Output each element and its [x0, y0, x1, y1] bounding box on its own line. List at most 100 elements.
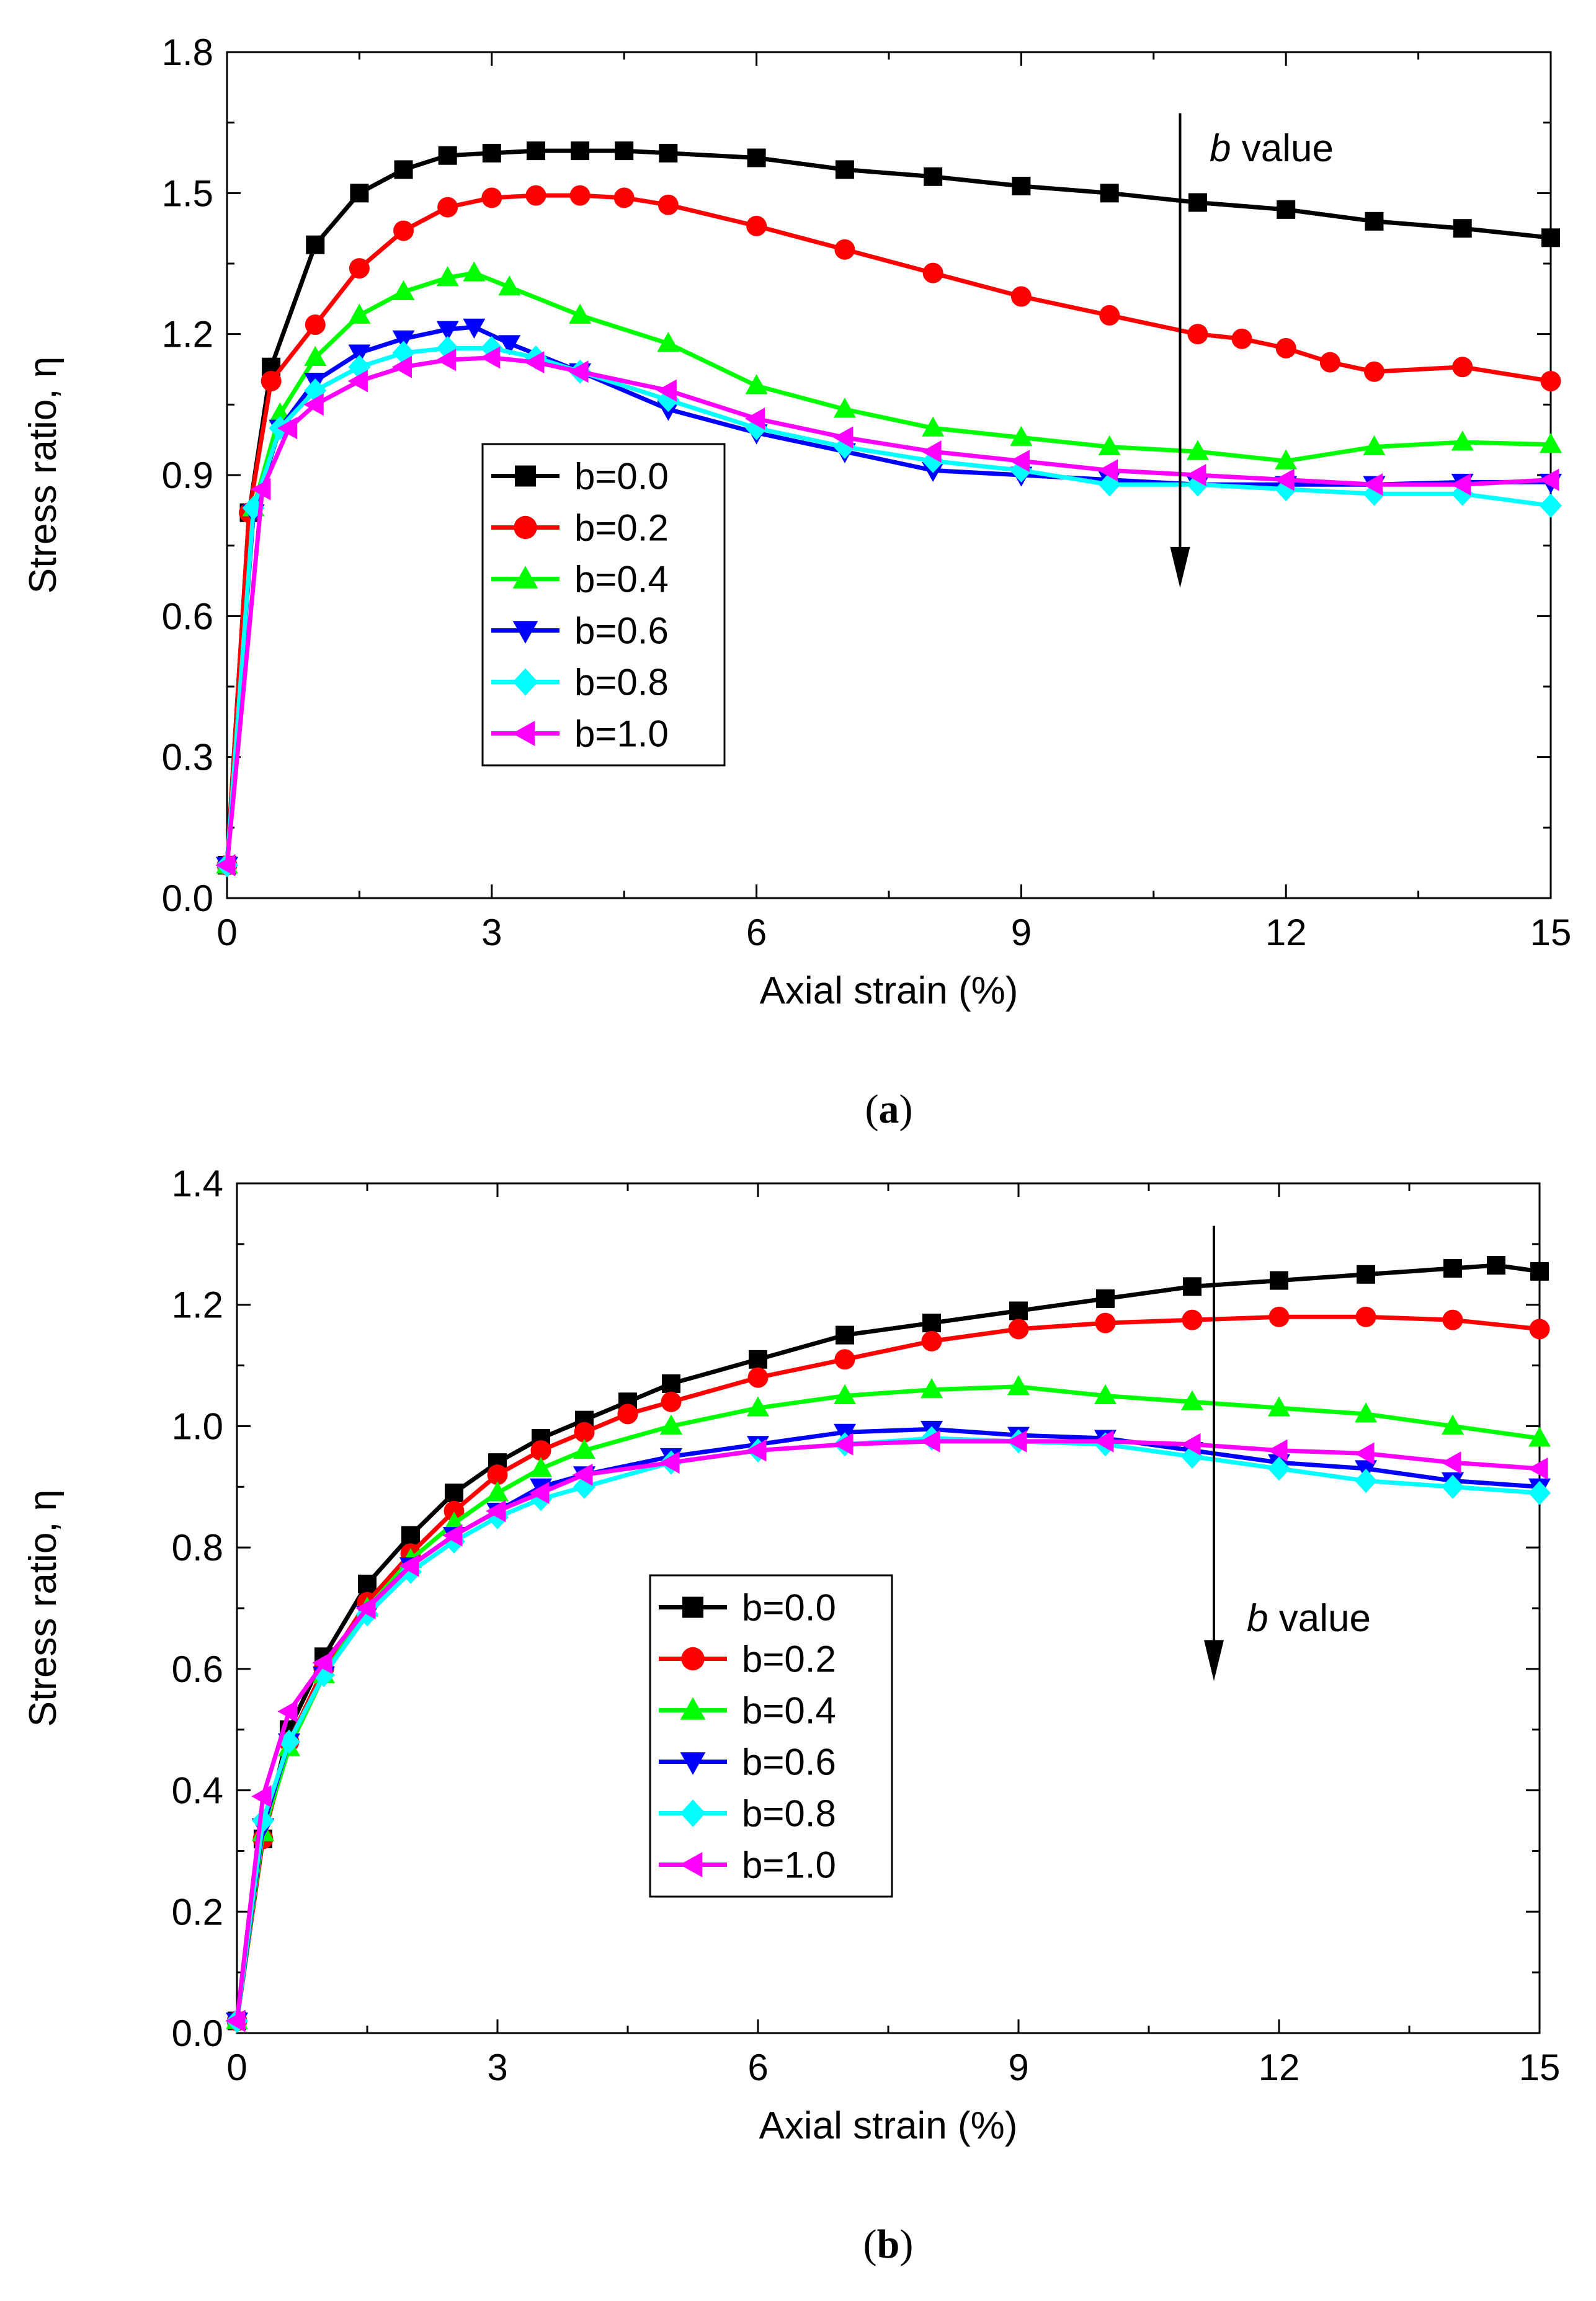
- data-point-b=1.0: [303, 393, 324, 416]
- data-point-b=0.0: [571, 141, 590, 161]
- x-tick-label: 0: [226, 2047, 247, 2088]
- data-point-b=0.8: [1355, 1469, 1377, 1493]
- data-point-b=0.2: [1268, 1306, 1290, 1327]
- legend-marker-b=0.2: [681, 1647, 705, 1671]
- data-point-b=0.2: [1529, 1319, 1550, 1340]
- legend-marker-b=1.0: [512, 721, 535, 746]
- caption-letter: b: [877, 2222, 900, 2267]
- data-point-b=0.0: [1487, 1256, 1505, 1275]
- data-point-b=0.4: [392, 280, 415, 300]
- data-point-b=0.4: [1451, 430, 1474, 451]
- x-tick-label: 9: [1008, 2047, 1028, 2088]
- data-point-b=0.2: [1540, 370, 1561, 391]
- annotation-value-text: value: [1231, 127, 1333, 170]
- data-point-b=0.2: [569, 185, 591, 206]
- x-tick-label: 6: [747, 2047, 768, 2088]
- data-point-b=0.4: [834, 1384, 856, 1404]
- legend-label: b=0.0: [742, 1587, 836, 1629]
- legend-label: b=0.4: [574, 559, 669, 600]
- data-point-b=1.0: [480, 346, 501, 369]
- legend-box: [481, 443, 726, 767]
- data-point-b=1.0: [225, 2009, 246, 2032]
- data-point-b=1.0: [435, 349, 457, 372]
- b-value-annotation: b value: [1210, 127, 1334, 170]
- data-point-b=0.2: [1355, 1306, 1376, 1327]
- data-point-b=0.4: [569, 303, 592, 324]
- data-point-b=1.0: [568, 360, 589, 383]
- data-point-b=1.0: [442, 1524, 463, 1547]
- data-point-b=0.0: [1188, 193, 1207, 212]
- y-tick-label: 1.8: [162, 32, 213, 73]
- data-point-b=0.4: [745, 374, 768, 394]
- data-point-b=0.4: [1528, 1426, 1551, 1447]
- data-point-b=0.2: [1095, 1312, 1116, 1333]
- data-point-b=0.2: [1010, 286, 1032, 307]
- data-point-b=0.4: [1181, 1390, 1203, 1410]
- legend-marker-b=0.6: [680, 1752, 706, 1775]
- data-point-b=0.2: [1008, 1319, 1029, 1340]
- b-value-annotation: b value: [1247, 1597, 1371, 1640]
- data-point-b=0.2: [305, 314, 326, 336]
- data-point-b=0.0: [1183, 1277, 1201, 1296]
- y-axis-title: Stress ratio, η: [22, 357, 65, 594]
- data-point-b=0.4: [573, 1438, 595, 1459]
- data-point-b=0.4: [1540, 432, 1562, 453]
- data-point-b=1.0: [1094, 1430, 1114, 1453]
- panel-caption: (a): [865, 1087, 913, 1132]
- data-point-b=1.0: [251, 1785, 272, 1808]
- data-point-b=1.0: [347, 370, 368, 393]
- data-point-b=0.4: [486, 1481, 509, 1502]
- legend-box: [649, 1574, 893, 1898]
- data-point-b=0.4: [1363, 435, 1386, 456]
- legend-marker-b=0.8: [680, 1799, 706, 1827]
- data-point-b=0.0: [836, 1325, 854, 1345]
- legend-label: b=0.8: [742, 1793, 836, 1835]
- data-point-b=0.0: [445, 1484, 463, 1503]
- y-axis-title: Stress ratio, η: [22, 1490, 65, 1727]
- data-point-b=0.2: [921, 1330, 942, 1351]
- data-point-b=0.2: [747, 1367, 769, 1388]
- series-line-b=0.0: [225, 148, 1551, 866]
- data-point-b=0.0: [835, 160, 854, 179]
- data-point-b=1.0: [277, 417, 298, 440]
- data-point-b=0.0: [615, 141, 634, 161]
- data-point-b=0.4: [660, 1414, 682, 1435]
- data-point-b=0.0: [1012, 176, 1031, 195]
- y-tick-label: 0.6: [162, 595, 213, 637]
- data-point-b=0.2: [525, 185, 546, 206]
- data-point-b=1.0: [529, 1482, 550, 1505]
- data-point-b=0.2: [444, 1500, 465, 1521]
- data-point-b=1.0: [251, 478, 271, 501]
- data-point-b=0.4: [657, 332, 680, 352]
- y-tick-label: 0.2: [172, 1891, 223, 1933]
- data-point-b=1.0: [215, 853, 236, 876]
- data-point-b=1.0: [1528, 1457, 1548, 1480]
- data-point-b=1.0: [1441, 1451, 1461, 1474]
- legend-marker-b=0.0: [515, 465, 536, 487]
- data-point-b=0.2: [746, 215, 767, 236]
- data-point-b=0.2: [261, 370, 282, 391]
- data-point-b=1.0: [1354, 1442, 1375, 1465]
- data-point-b=0.4: [747, 1396, 769, 1417]
- annotation-italic-b: b: [1210, 127, 1231, 170]
- legend-label: b=0.4: [742, 1690, 836, 1732]
- legend-label: b=0.2: [574, 507, 669, 549]
- data-point-b=0.4: [1355, 1402, 1377, 1423]
- data-point-b=0.0: [1009, 1301, 1028, 1320]
- legend-label: b=1.0: [742, 1845, 836, 1886]
- data-point-b=0.0: [749, 1350, 767, 1369]
- caption-close-paren: ): [899, 2222, 913, 2267]
- data-point-b=0.0: [1096, 1289, 1115, 1308]
- data-point-b=1.0: [312, 1652, 332, 1675]
- data-point-b=0.2: [658, 194, 679, 215]
- data-point-b=0.0: [306, 235, 325, 254]
- y-tick-label: 1.5: [162, 172, 213, 214]
- data-point-b=0.0: [659, 143, 678, 162]
- legend-label: b=0.0: [574, 456, 669, 497]
- data-point-b=0.2: [617, 1404, 638, 1425]
- data-point-b=0.4: [463, 261, 486, 282]
- data-point-b=0.2: [487, 1464, 508, 1485]
- data-point-b=0.2: [393, 220, 414, 241]
- data-point-b=0.0: [1357, 1265, 1375, 1284]
- data-point-b=0.4: [348, 303, 371, 324]
